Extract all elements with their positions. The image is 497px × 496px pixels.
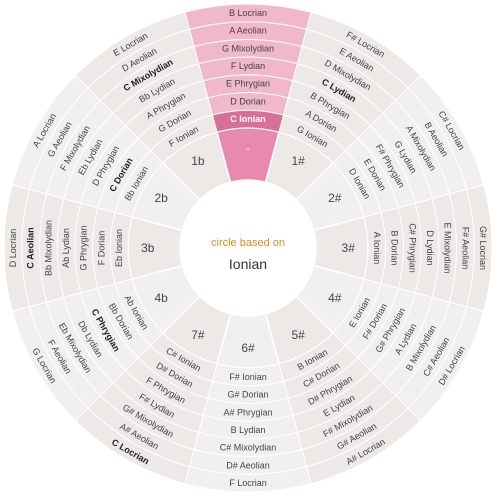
key-signature-label: - [246,141,250,155]
mode-label: B Dorian [390,230,400,265]
mode-label: C# Phrygian [407,223,417,273]
mode-label: D Lydian [425,230,435,265]
mode-label: C# Mixolydian [220,443,277,453]
mode-label: C Aeolian [26,227,36,268]
key-signature-label: 4b [155,291,169,305]
mode-label: F# Aeolian [460,227,470,270]
key-signature-label: 2b [155,191,169,205]
mode-label: G Phrygian [79,225,89,270]
mode-label: F Locrian [229,478,267,488]
key-signature-label: 1b [191,154,205,168]
key-signature-label: 1# [291,154,305,168]
key-signature-label: 6# [241,341,255,355]
mode-label: D# Aeolian [226,460,270,470]
mode-label: E Phrygian [226,79,270,89]
mode-label: D Locrian [8,229,18,268]
center-key-name: Ionian [228,256,268,272]
mode-label: Ab Lydian [61,228,71,268]
center-circle [180,180,316,316]
mode-label: Bb Mixolydian [43,220,53,276]
mode-cell[interactable] [74,11,191,89]
key-signature-label: 5# [291,328,305,342]
mode-label: B Locrian [229,8,267,18]
mode-label: Eb Ionian [114,229,124,267]
mode-label: E Mixolydian [443,222,453,273]
center-title: circle based on [211,237,285,249]
key-signature-label: 3# [342,241,356,255]
mode-label: G# Dorian [227,390,268,400]
key-signature-label: 2# [328,191,342,205]
mode-label: F# Ionian [229,372,267,382]
mode-label: A Ionian [372,232,382,265]
mode-label: A Aeolian [229,26,267,36]
mode-label: D Dorian [230,96,266,106]
mode-label: F Lydian [231,61,265,71]
mode-label: B Lydian [231,425,266,435]
key-signature-label: 3b [141,241,155,255]
mode-label: G# Locrian [478,226,488,270]
key-signature-label: 4# [328,291,342,305]
mode-label: F Dorian [96,231,106,266]
mode-label: A# Phrygian [223,407,272,417]
mode-label: C Ionian [230,114,266,124]
key-signature-label: 7# [191,328,205,342]
mode-label: G Mixolydian [222,43,274,53]
